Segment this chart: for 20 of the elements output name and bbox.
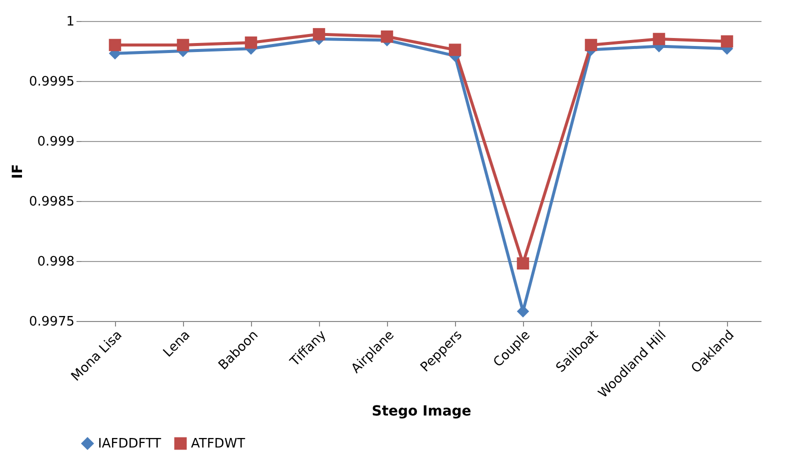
y-tick-label: 0.9975 [29,314,74,330]
point [584,38,598,52]
point [720,35,734,48]
y-tick-label: 0.998 [37,254,74,270]
point [312,28,326,40]
y-tick-label: 1 [66,14,74,30]
y-tick-label: 0.999 [37,134,74,150]
x-axis-title: Stego Image [372,404,472,420]
legend-label: IAFDDFTT [98,436,162,452]
point [652,32,666,46]
y-axis-title: IF [10,164,26,179]
y-tick-label: 0.9985 [29,194,74,210]
point [380,30,394,43]
point [448,44,462,56]
point [516,257,530,270]
legend-label: ATFDWT [191,436,246,452]
point [176,38,190,52]
point [244,36,258,49]
point [108,38,122,52]
y-tick-label: 0.9995 [29,74,74,90]
